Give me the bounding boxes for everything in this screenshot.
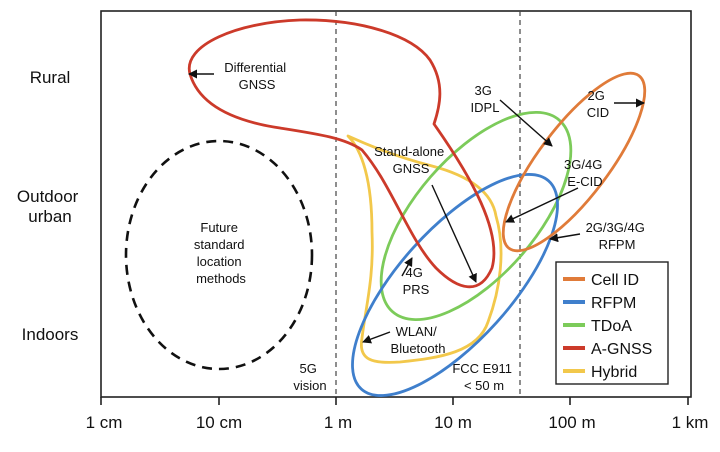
y-label-outdoor: Outdoor urban [17,187,83,226]
label-wlan-bluetooth: WLAN/ Bluetooth [391,324,446,356]
label-rfpm-line1: 2G/3G/4G [586,220,645,235]
legend-label-rfpm: RFPM [591,295,636,312]
x-tick-1cm: 1 cm [86,413,123,432]
label-rfpm-line2: RFPM [599,237,636,252]
hybrid-region [346,134,503,364]
legend-label-hybrid: Hybrid [591,364,637,381]
label-wlan-bluetooth-line1: WLAN/ [396,324,438,339]
future-methods-ellipse [124,139,314,371]
label-2g-cid-line1: 2G [588,88,605,103]
label-ecid: 3G/4G E-CID [564,157,606,189]
label-standalone-gnss-line1: Stand-alone [374,144,444,159]
legend: Cell ID RFPM TDoA A-GNSS Hybrid [555,261,669,385]
legend-label-tdoa: TDoA [591,318,632,335]
label-fcc-e911-line2: < 50 m [464,378,504,393]
y-label-outdoor-line2: urban [28,207,71,226]
y-label-rural: Rural [30,68,71,87]
label-fcc-e911-line1: FCC E911 [452,361,512,376]
label-3g-idpl-line1: 3G [475,83,492,98]
label-2g-cid: 2G CID [587,88,609,120]
label-differential-gnss-line2: GNSS [239,77,276,92]
label-4g-prs-line2: PRS [403,282,430,297]
label-future-methods-line1: Future [200,220,238,235]
label-3g-idpl-line2: IDPL [471,100,500,115]
annotation-arrows [188,69,645,344]
x-tick-1m: 1 m [324,413,352,432]
plot-frame [100,10,692,398]
x-tick-10cm: 10 cm [196,413,242,432]
label-standalone-gnss: Stand-alone GNSS [374,144,448,176]
a-gnss-region [187,18,496,289]
x-axis [100,397,689,405]
label-2g-cid-line2: CID [587,105,609,120]
label-ecid-line2: E-CID [567,174,602,189]
label-future-methods-line2: standard [194,237,245,252]
label-wlan-bluetooth-line2: Bluetooth [391,341,446,356]
tdoa-region [379,110,573,322]
x-tick-100m: 100 m [548,413,595,432]
label-rfpm: 2G/3G/4G RFPM [586,220,649,252]
label-standalone-gnss-line2: GNSS [393,161,430,176]
label-5g-vision: 5G vision [293,361,326,393]
legend-label-a-gnss: A-GNSS [591,341,652,358]
x-tick-1km: 1 km [672,413,709,432]
y-label-indoors: Indoors [22,325,79,344]
label-differential-gnss-line1: Differential [224,60,286,75]
label-future-methods-line3: location [197,254,242,269]
label-fcc-e911: FCC E911 < 50 m [452,361,515,393]
rfpm-region [351,173,559,397]
label-5g-vision-line2: vision [293,378,326,393]
label-future-methods-line4: methods [196,271,246,286]
label-ecid-line1: 3G/4G [564,157,602,172]
label-4g-prs: 4G PRS [403,265,430,297]
y-label-outdoor-line1: Outdoor [17,187,79,206]
x-tick-10m: 10 m [434,413,472,432]
label-4g-prs-line1: 4G [406,265,423,280]
label-differential-gnss: Differential GNSS [224,60,290,92]
label-3g-idpl: 3G IDPL [471,83,500,115]
legend-label-cell-id: Cell ID [591,272,639,289]
label-5g-vision-line1: 5G [300,361,317,376]
label-future-methods: Future standard location methods [194,220,248,286]
